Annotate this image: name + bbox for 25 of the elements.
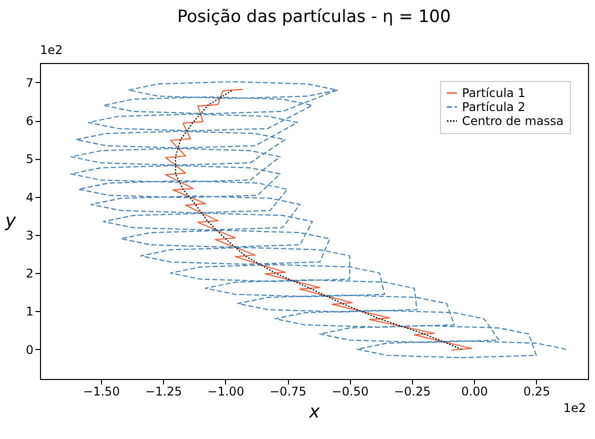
x-tick-label: 0.25 <box>523 384 550 398</box>
y-tick-label: 7 <box>26 76 34 90</box>
x-tick-label: −1.25 <box>145 384 182 398</box>
x-tick-label: −1.50 <box>83 384 120 398</box>
chart-title: Posição das partículas - η = 100 <box>177 7 451 27</box>
y-tick-label: 1 <box>26 304 34 319</box>
x-tick-label: −0.50 <box>332 384 369 398</box>
legend-label: Partícula 1 <box>462 86 526 100</box>
x-tick-label: −0.25 <box>394 384 431 398</box>
line-series <box>70 81 567 358</box>
y-tick-label: 3 <box>26 228 34 242</box>
text: 1e2 <box>563 401 586 415</box>
y-tick-label: 0 <box>26 342 34 357</box>
legend-label: Centro de massa <box>462 114 564 128</box>
x-axis-title: x <box>308 402 320 422</box>
legend-label: Partícula 2 <box>462 100 526 114</box>
x-tick-label: 0.00 <box>461 384 488 398</box>
x-tick-label: −0.75 <box>270 384 306 398</box>
y-tick-label: 2 <box>26 266 34 281</box>
y-tick-label: 6 <box>26 114 34 128</box>
y-tick-label: 4 <box>26 190 34 204</box>
x-tick-label: −1.00 <box>207 384 244 398</box>
text: 1e2 <box>40 43 63 57</box>
y-tick-label: 5 <box>26 152 34 166</box>
y-axis-title: y <box>4 210 16 232</box>
